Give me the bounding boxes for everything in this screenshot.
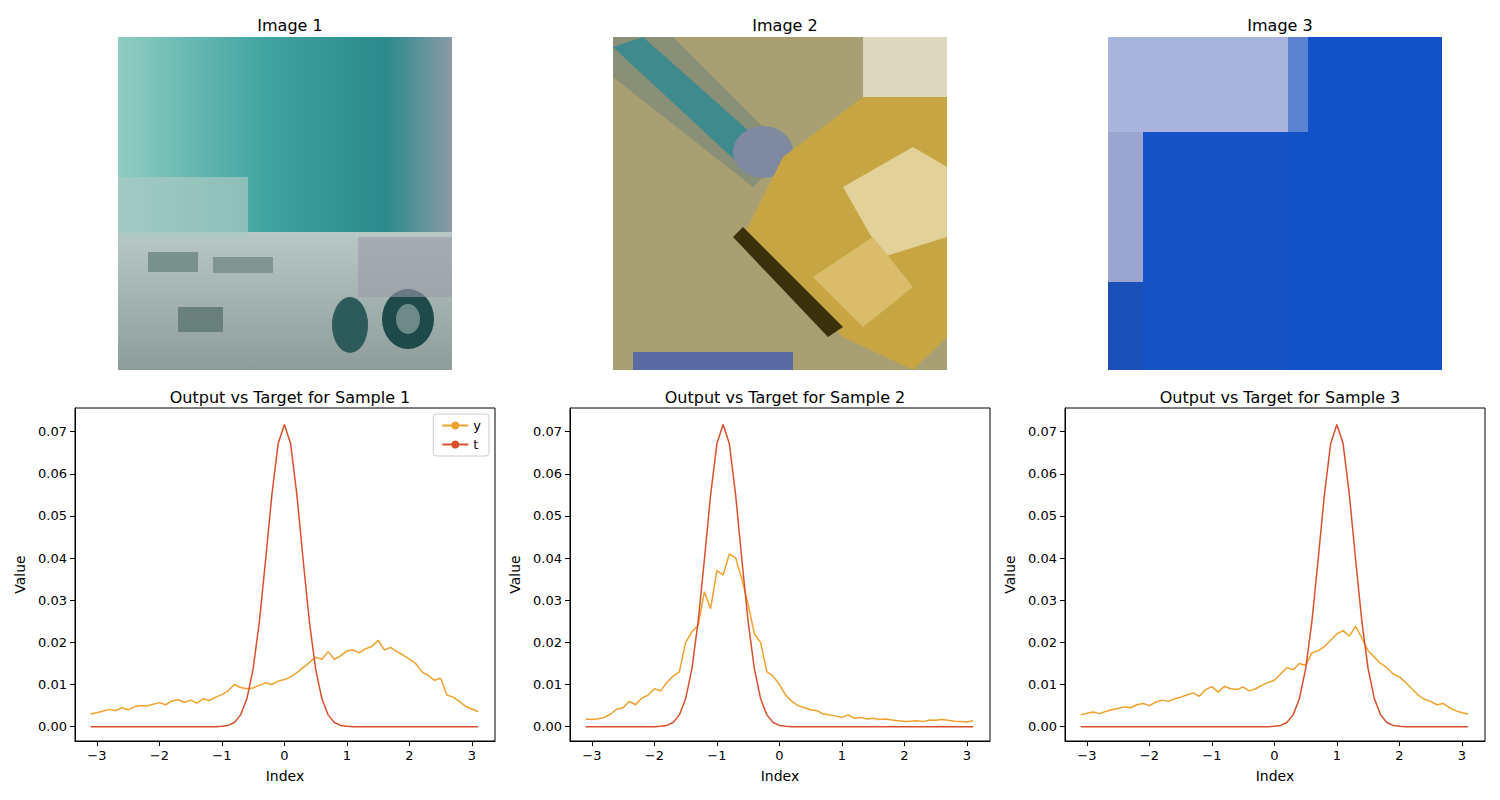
svg-text:Output vs Target for Sample 3: Output vs Target for Sample 3	[1160, 388, 1400, 407]
svg-text:−1: −1	[212, 748, 231, 763]
svg-text:0.01: 0.01	[38, 677, 67, 692]
svg-text:0.04: 0.04	[38, 551, 67, 566]
svg-text:0.04: 0.04	[1028, 551, 1057, 566]
svg-text:−2: −2	[1140, 748, 1159, 763]
svg-text:Image 3: Image 3	[1247, 16, 1312, 35]
svg-text:2: 2	[1395, 748, 1403, 763]
svg-text:3: 3	[468, 748, 476, 763]
svg-text:0.03: 0.03	[38, 593, 67, 608]
svg-text:0.00: 0.00	[533, 719, 562, 734]
svg-text:−2: −2	[150, 748, 169, 763]
svg-text:Value: Value	[507, 555, 523, 593]
svg-text:0.07: 0.07	[1028, 424, 1057, 439]
svg-text:0.05: 0.05	[38, 508, 67, 523]
svg-text:0.00: 0.00	[1028, 719, 1057, 734]
svg-text:0: 0	[1270, 748, 1278, 763]
svg-text:y: y	[473, 418, 481, 433]
svg-text:t: t	[473, 437, 478, 452]
svg-text:0.06: 0.06	[38, 466, 67, 481]
svg-text:0.03: 0.03	[533, 593, 562, 608]
svg-text:0.07: 0.07	[38, 424, 67, 439]
svg-text:0.06: 0.06	[1028, 466, 1057, 481]
svg-text:3: 3	[1458, 748, 1466, 763]
svg-text:Index: Index	[266, 768, 305, 784]
svg-text:0.02: 0.02	[533, 635, 562, 650]
svg-text:Output vs Target for Sample 1: Output vs Target for Sample 1	[170, 388, 410, 407]
svg-text:0.06: 0.06	[533, 466, 562, 481]
svg-text:1: 1	[1333, 748, 1341, 763]
svg-text:0: 0	[280, 748, 288, 763]
svg-text:0.02: 0.02	[1028, 635, 1057, 650]
svg-text:−3: −3	[582, 748, 601, 763]
svg-text:Image 1: Image 1	[257, 16, 322, 35]
svg-text:0.07: 0.07	[533, 424, 562, 439]
svg-text:−3: −3	[87, 748, 106, 763]
svg-text:Value: Value	[12, 555, 28, 593]
svg-text:0.01: 0.01	[533, 677, 562, 692]
svg-text:0.02: 0.02	[38, 635, 67, 650]
svg-text:0: 0	[775, 748, 783, 763]
svg-text:Index: Index	[761, 768, 800, 784]
svg-text:1: 1	[838, 748, 846, 763]
svg-text:−1: −1	[1202, 748, 1221, 763]
svg-text:Output vs Target for Sample 2: Output vs Target for Sample 2	[665, 388, 905, 407]
svg-text:−3: −3	[1077, 748, 1096, 763]
svg-text:0.01: 0.01	[1028, 677, 1057, 692]
svg-text:1: 1	[343, 748, 351, 763]
svg-text:0.00: 0.00	[38, 719, 67, 734]
svg-text:0.04: 0.04	[533, 551, 562, 566]
svg-text:0.05: 0.05	[533, 508, 562, 523]
svg-text:2: 2	[405, 748, 413, 763]
svg-text:0.05: 0.05	[1028, 508, 1057, 523]
svg-text:−1: −1	[707, 748, 726, 763]
svg-text:−2: −2	[645, 748, 664, 763]
svg-text:Index: Index	[1256, 768, 1295, 784]
svg-text:3: 3	[963, 748, 971, 763]
svg-text:Value: Value	[1002, 555, 1018, 593]
svg-text:2: 2	[900, 748, 908, 763]
svg-text:0.03: 0.03	[1028, 593, 1057, 608]
svg-text:Image 2: Image 2	[752, 16, 817, 35]
